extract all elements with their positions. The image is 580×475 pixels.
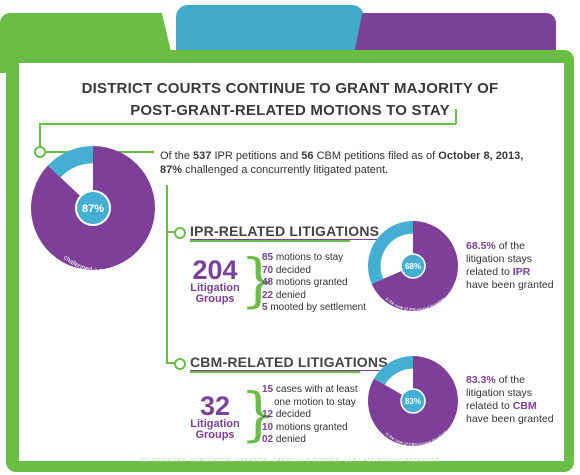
cbm-heading: CBM-RELATED LITIGATIONS <box>190 354 388 370</box>
stat-number: 22 <box>262 289 274 301</box>
page-title: DISTRICT COURTS CONTINUE TO GRANT MAJORI… <box>40 78 540 122</box>
cbm-note: 83.3% of the litigation stays related to… <box>466 374 554 425</box>
stat-number: 15 <box>262 384 274 395</box>
stat-number: 12 <box>262 409 274 420</box>
copyright-footer: (C) FINNEGAN, HENDERSON, FARABOW, GARRET… <box>139 458 441 464</box>
cbm-underline-rule <box>190 371 360 373</box>
cbm-litigation-count: 32 <box>199 391 231 421</box>
ipr-count-label-1: Litigation <box>190 282 240 294</box>
connector-ipr <box>166 231 175 233</box>
stat-text: one motion to stay <box>274 396 356 408</box>
cbm-count-label-2: Groups <box>195 429 235 441</box>
ipr-petition-count: 537 <box>193 150 212 162</box>
ipr-note: 68.5% of the litigation stays related to… <box>466 240 554 291</box>
ipr-pie-center <box>400 253 426 279</box>
connector-dot-ipr <box>174 227 186 239</box>
intro-text: Of the 537 IPR petitions and 56 CBM peti… <box>160 150 524 176</box>
stat-text: motions granted <box>273 421 348 433</box>
ipr-litigation-count: 204 <box>192 255 238 285</box>
stat-row: 70 decided <box>262 265 366 278</box>
stat-row: 15 cases with at least <box>262 384 358 397</box>
ipr-heading: IPR-RELATED LITIGATIONS <box>190 223 380 239</box>
stat-number: 5 <box>262 302 268 313</box>
stat-row: 5 mooted by settlement <box>262 302 366 315</box>
cbm-pie-chart: 83% in the case of CBM-related litigatio… <box>368 356 458 447</box>
ipr-brace: } <box>240 246 277 314</box>
stat-number: 70 <box>262 264 274 276</box>
cbm-pie-value: 83% <box>405 397 421 406</box>
stat-text: cases with at least <box>273 384 358 395</box>
stat-row: one motion to stay <box>262 397 358 410</box>
stat-text: motions granted <box>273 277 348 288</box>
stat-text: decided <box>273 409 311 420</box>
ipr-underline-rule <box>190 240 350 242</box>
challenged-percent: 87% <box>160 164 183 176</box>
ipr-count-block: 204 Litigation Groups <box>190 257 240 305</box>
stat-text: decided <box>273 264 311 276</box>
cbm-count-label-1: Litigation <box>190 418 240 430</box>
main-pie-value: 87% <box>82 203 104 215</box>
main-pie-chart: 87% challenged a concurrently litigated … <box>30 146 158 273</box>
as-of-date: October 8, 2013, <box>438 150 524 162</box>
connector-title <box>40 123 456 125</box>
cbm-brace: } <box>240 380 277 448</box>
stat-row: 12 decided <box>262 409 358 422</box>
stat-number: 48 <box>262 277 274 288</box>
cbm-pie-center <box>400 388 426 414</box>
connector-title-tick <box>455 109 457 124</box>
connector-left-down <box>39 123 41 148</box>
stat-row: 02 denied <box>262 434 358 447</box>
cbm-count-block: 32 Litigation Groups <box>190 393 240 441</box>
stat-number: 10 <box>262 421 274 433</box>
title-line-1: DISTRICT COURTS CONTINUE TO GRANT MAJORI… <box>81 80 499 97</box>
stat-number: 85 <box>262 252 274 263</box>
connector-vertical <box>166 185 168 363</box>
connector-dot-cbm <box>174 358 186 370</box>
ipr-pie-slice-other <box>368 221 413 284</box>
title-line-2: POST-GRANT-RELATED MOTIONS TO STAY <box>130 102 450 119</box>
stat-text: denied <box>273 434 306 445</box>
connector-dot-intro <box>34 146 46 158</box>
stat-row: 48 motions granted <box>262 277 366 290</box>
cbm-petition-count: 56 <box>301 150 314 162</box>
stat-text: mooted by settlement <box>267 302 366 313</box>
stat-row: 85 motions to stay <box>262 252 366 265</box>
connector-cbm <box>166 362 175 364</box>
main-pie-slice-minority <box>47 146 93 178</box>
cbm-pie-slice-other <box>373 356 413 385</box>
stat-text: denied <box>273 289 306 301</box>
stat-row: 22 denied <box>262 290 366 303</box>
ipr-count-label-2: Groups <box>195 293 235 305</box>
stat-number: 02 <box>262 434 274 445</box>
ipr-stats: 85 motions to stay 70 decided 48 motions g… <box>262 252 366 315</box>
stat-row: 10 motions granted <box>262 422 358 435</box>
main-pie-center <box>75 190 111 226</box>
cbm-stats: 15 cases with at least one motion to stay… <box>262 384 358 447</box>
ipr-pie-chart: 68% in the case of IPR-related litigatio… <box>368 221 458 312</box>
stat-text: motions to stay <box>273 252 344 263</box>
ipr-pie-value: 68% <box>405 262 421 271</box>
